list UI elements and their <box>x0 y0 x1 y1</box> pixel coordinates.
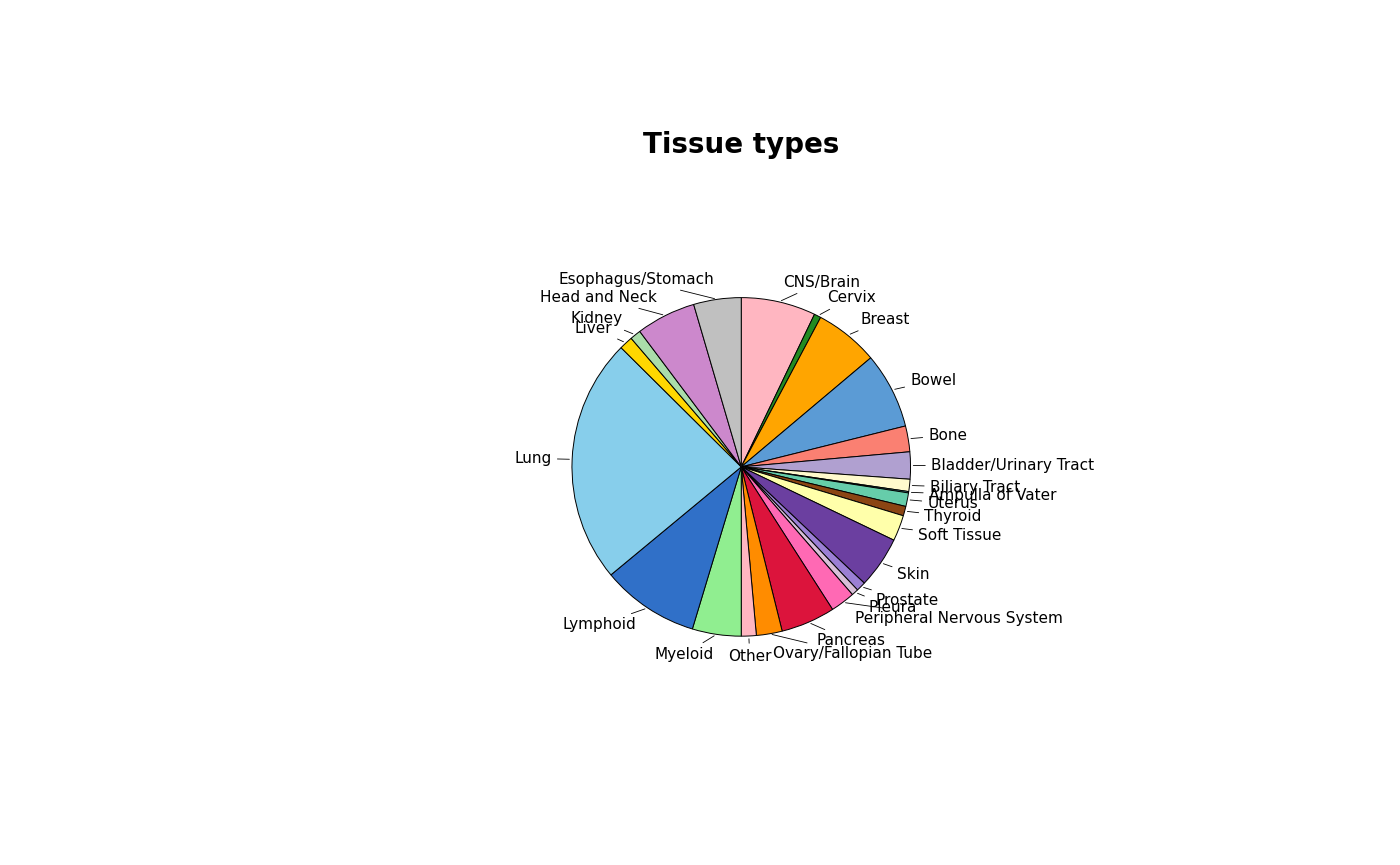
Text: Kidney: Kidney <box>571 311 633 334</box>
Wedge shape <box>741 467 853 610</box>
Text: Uterus: Uterus <box>910 497 979 511</box>
Wedge shape <box>631 331 741 467</box>
Text: Bone: Bone <box>911 428 967 443</box>
Text: Thyroid: Thyroid <box>907 509 981 524</box>
Text: Cervix: Cervix <box>820 290 875 315</box>
Wedge shape <box>741 358 906 467</box>
Wedge shape <box>741 467 864 590</box>
Text: Biliary Tract: Biliary Tract <box>913 480 1021 495</box>
Wedge shape <box>693 298 741 467</box>
Wedge shape <box>741 467 909 493</box>
Text: CNS/Brain: CNS/Brain <box>781 274 861 301</box>
Text: Lung: Lung <box>515 451 570 466</box>
Text: Skin: Skin <box>883 564 930 582</box>
Wedge shape <box>741 467 857 594</box>
Wedge shape <box>741 467 833 631</box>
Wedge shape <box>741 467 910 491</box>
Text: Pancreas: Pancreas <box>811 624 885 649</box>
Wedge shape <box>741 452 910 479</box>
Wedge shape <box>741 467 893 583</box>
Text: Lymphoid: Lymphoid <box>563 609 645 632</box>
Wedge shape <box>741 426 910 467</box>
Wedge shape <box>741 467 756 636</box>
Text: Other: Other <box>728 638 771 663</box>
Text: Ampulla of Vater: Ampulla of Vater <box>911 488 1056 503</box>
Text: Ovary/Fallopian Tube: Ovary/Fallopian Tube <box>771 634 932 662</box>
Text: Prostate: Prostate <box>864 587 938 608</box>
Text: Esophagus/Stomach: Esophagus/Stomach <box>559 272 714 298</box>
Wedge shape <box>573 348 741 575</box>
Wedge shape <box>622 338 741 467</box>
Wedge shape <box>640 304 741 467</box>
Wedge shape <box>693 467 741 636</box>
Text: Peripheral Nervous System: Peripheral Nervous System <box>846 603 1063 626</box>
Title: Tissue types: Tissue types <box>643 131 840 158</box>
Wedge shape <box>741 467 906 516</box>
Text: Soft Tissue: Soft Tissue <box>902 528 1001 543</box>
Wedge shape <box>741 467 903 540</box>
Text: Breast: Breast <box>850 312 910 334</box>
Text: Bladder/Urinary Tract: Bladder/Urinary Tract <box>913 458 1093 473</box>
Wedge shape <box>610 467 741 629</box>
Wedge shape <box>741 298 815 467</box>
Wedge shape <box>741 317 871 467</box>
Text: Head and Neck: Head and Neck <box>539 290 662 315</box>
Text: Liver: Liver <box>574 321 623 342</box>
Text: Bowel: Bowel <box>895 373 956 389</box>
Wedge shape <box>741 467 909 507</box>
Wedge shape <box>741 467 783 636</box>
Wedge shape <box>741 314 820 467</box>
Text: Pleura: Pleura <box>858 593 917 615</box>
Text: Myeloid: Myeloid <box>654 636 714 662</box>
